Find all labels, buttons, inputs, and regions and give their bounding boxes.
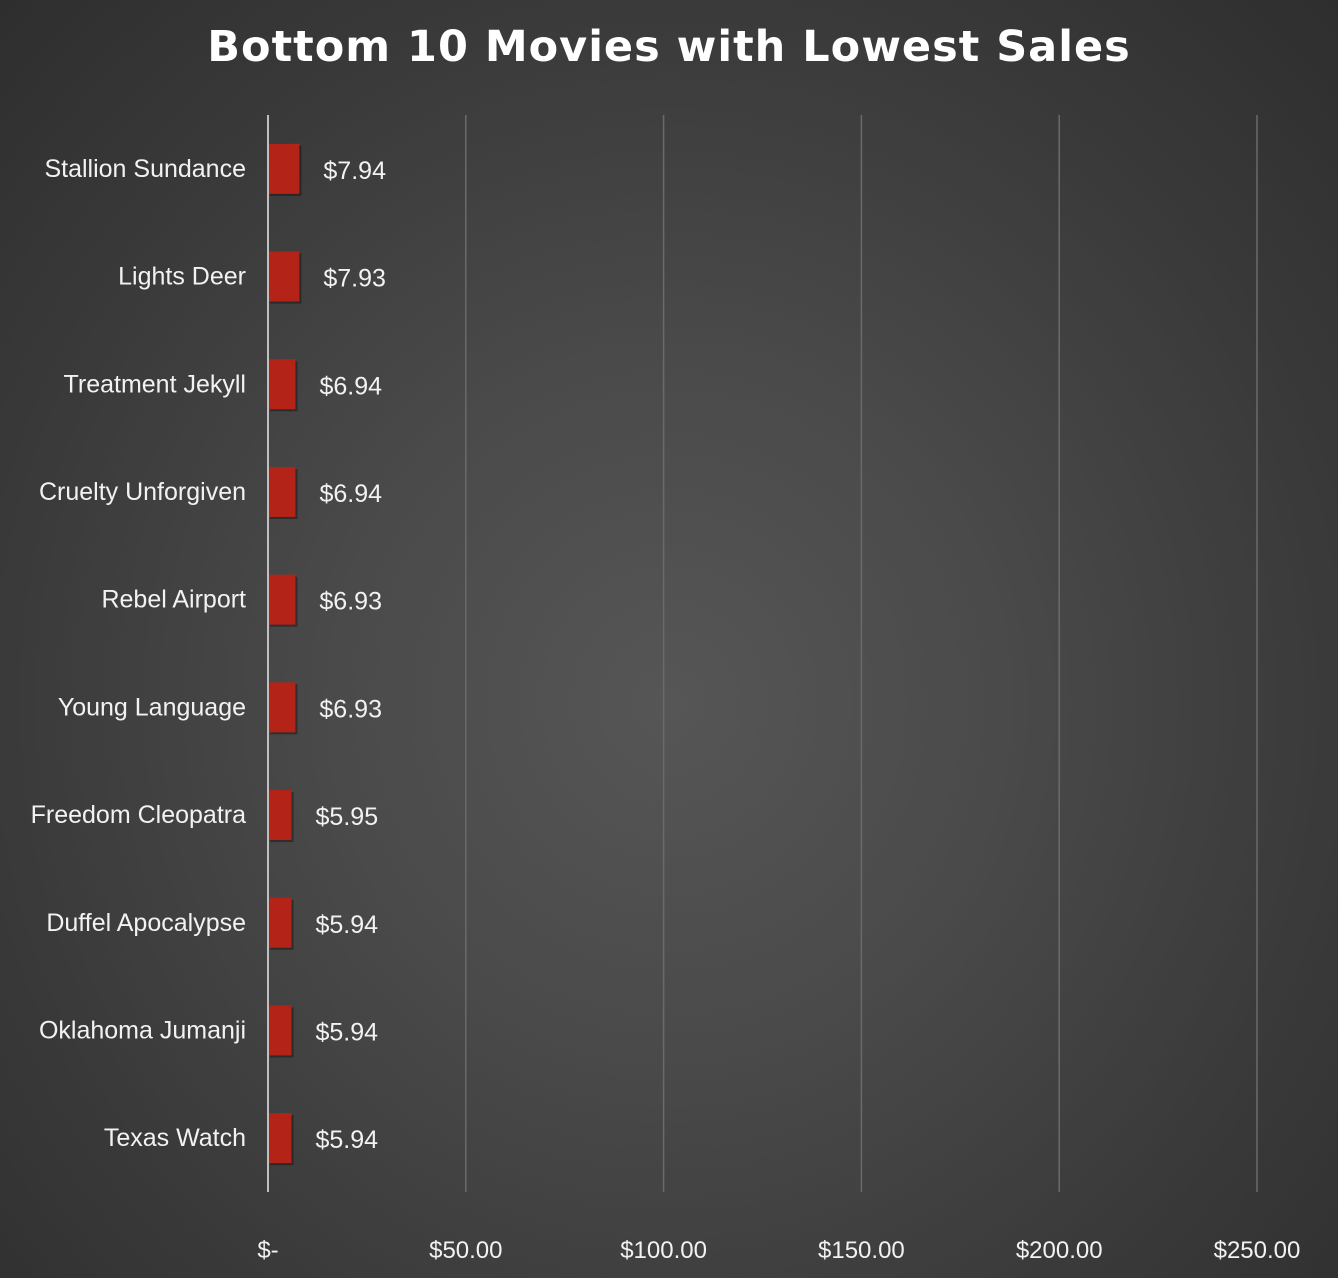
bar [268,574,296,625]
bar [268,682,296,733]
bar [268,897,292,948]
data-label: $6.94 [319,372,382,400]
bars [268,143,302,1166]
category-label: Treatment Jekyll [64,370,246,398]
category-label: Duffel Apocalypse [46,909,246,937]
category-label: Oklahoma Jumanji [39,1016,246,1044]
data-label: $7.94 [323,157,386,185]
category-label: Texas Watch [104,1124,246,1152]
chart-title: Bottom 10 Movies with Lowest Sales [207,22,1131,72]
x-tick-label: $200.00 [1016,1237,1103,1264]
data-label: $6.94 [319,480,382,508]
data-label: $6.93 [319,695,382,723]
bar [268,251,300,302]
category-label: Cruelty Unforgiven [39,478,246,506]
bar [268,466,296,517]
data-label: $5.94 [315,1018,378,1046]
bar [268,790,292,841]
x-tick-label: $150.00 [818,1237,905,1264]
bar [268,359,296,410]
x-tick-label: $- [257,1237,278,1264]
x-tick-label: $100.00 [620,1237,707,1264]
category-label: Rebel Airport [101,586,246,614]
category-labels: Stallion Sundance Lights Deer Treatment Je… [31,155,246,1152]
x-tick-label: $50.00 [429,1237,502,1264]
gridlines [465,115,1258,1192]
data-label: $7.93 [323,265,386,293]
data-labels: $7.94 $7.93 $6.94 $6.94 $6.93 $6.93 $5.95 $5.94… [315,157,386,1154]
bar [268,143,300,194]
data-label: $5.94 [315,1126,378,1154]
category-label: Young Language [58,693,246,721]
bar [268,1005,292,1056]
x-tick-labels: $- $50.00 $100.00 $150.00 $200.00 $250.00 [257,1237,1300,1264]
data-label: $5.95 [316,803,379,831]
data-label: $5.94 [315,911,378,939]
x-tick-label: $250.00 [1214,1237,1301,1264]
category-label: Lights Deer [118,263,246,291]
category-label: Stallion Sundance [44,155,246,183]
data-label: $6.93 [319,588,382,616]
category-label: Freedom Cleopatra [31,801,246,829]
bar [268,1113,292,1164]
